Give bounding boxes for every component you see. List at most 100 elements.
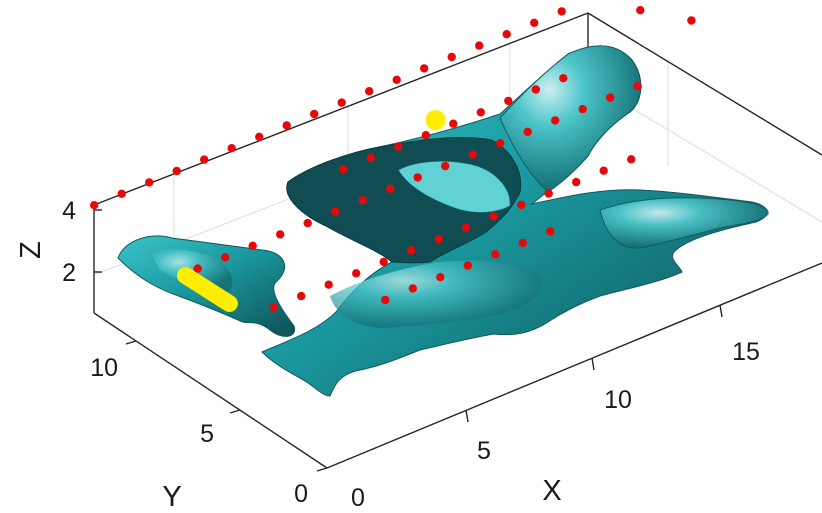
scatter-point: [420, 64, 429, 73]
scatter-point: [339, 165, 348, 174]
scatter-point: [358, 196, 367, 205]
scatter-point: [248, 241, 257, 250]
scatter-point: [434, 234, 443, 244]
y-tick-label: 10: [90, 354, 118, 382]
scatter-point: [392, 75, 401, 85]
scatter-point: [310, 109, 319, 119]
x-ticks: 0 5 10 15: [351, 338, 760, 512]
scatter-point: [352, 269, 361, 278]
tick-mark: [125, 340, 137, 345]
highlight-dot-marker: [425, 110, 446, 130]
scatter-point: [599, 166, 608, 175]
isosurface-pocket: [397, 160, 511, 214]
z-axis-title: Z: [15, 241, 47, 259]
scatter-point: [276, 230, 285, 239]
z-tick-label: 4: [62, 197, 76, 225]
scatter-point: [337, 98, 346, 107]
scatter-point: [407, 246, 416, 255]
scatter-point: [530, 18, 539, 27]
scatter-point: [633, 82, 642, 91]
tick-mark: [719, 304, 723, 318]
scatter-point: [636, 6, 645, 15]
scatter-point: [379, 257, 388, 267]
scatter-point: [365, 87, 374, 96]
scatter-point: [489, 212, 498, 221]
scatter-point: [172, 166, 181, 176]
highlight-capsule-marker: [176, 267, 238, 312]
scatter-point: [381, 295, 390, 305]
scatter-point: [531, 85, 540, 94]
y-axis-title: Y: [162, 481, 181, 513]
scatter-point: [324, 280, 333, 289]
scatter-point: [421, 131, 430, 140]
scatter-points: [90, 6, 696, 312]
scatter-point: [551, 116, 560, 125]
scatter-point: [517, 200, 526, 210]
tick-mark: [465, 409, 469, 423]
isosurface-right-tail: [599, 197, 769, 249]
scatter-point: [578, 104, 587, 114]
isosurface-group: [117, 45, 769, 397]
scatter-point: [366, 153, 375, 163]
tick-mark: [316, 467, 328, 472]
axis-edge-right-top: [587, 12, 822, 156]
scatter-point: [476, 108, 485, 117]
scatter-point: [436, 272, 445, 282]
scatter-point: [606, 93, 615, 102]
isosurface-main-highlight: [330, 260, 542, 328]
scatter-point: [413, 173, 422, 182]
scatter-point: [463, 261, 472, 270]
z-ticks: 4 2: [62, 197, 76, 287]
x-tick-label: 15: [732, 338, 760, 366]
scatter-point: [475, 41, 484, 50]
scatter-point: [546, 227, 555, 236]
scatter-point: [331, 207, 340, 216]
scatter-point: [408, 284, 417, 293]
scatter-point: [200, 155, 209, 164]
scatter-point: [447, 52, 456, 62]
scatter-point: [491, 250, 500, 259]
axis-edge-x-front: [326, 262, 822, 469]
scatter-point: [687, 16, 696, 25]
scatter-point: [504, 96, 513, 106]
highlight-markers: [176, 110, 446, 312]
y-tick-label: 5: [200, 420, 214, 448]
z-tick-label: 2: [62, 259, 76, 287]
x-tick-label: 10: [604, 386, 632, 414]
scatter-point: [627, 155, 636, 164]
scatter-point: [502, 30, 511, 39]
y-ticks: 10 5 0: [90, 354, 308, 508]
axis-edge-y-front: [93, 312, 328, 469]
scatter-point: [559, 74, 568, 83]
scatter-point: [441, 161, 450, 171]
scatter-point: [572, 177, 581, 187]
scatter-point: [462, 223, 471, 232]
scatter-point: [386, 184, 395, 193]
scatter-point: [227, 144, 236, 153]
y-tick-label: 0: [294, 480, 308, 508]
scatter-point: [394, 142, 403, 151]
x-tick-label: 0: [351, 484, 365, 512]
scatter-point: [523, 127, 532, 136]
scatter-point: [496, 139, 505, 148]
scatter-point: [269, 303, 278, 312]
scatter-point: [518, 238, 527, 248]
scatter-point: [255, 132, 264, 141]
scatter-point: [193, 264, 202, 273]
scatter-point: [557, 7, 566, 16]
scatter-point: [303, 218, 312, 228]
scatter-point: [544, 189, 553, 198]
tick-mark: [229, 409, 241, 414]
scatter-point: [221, 253, 230, 262]
scatter-point: [90, 201, 99, 210]
scatter-point: [282, 121, 291, 130]
scatter-point: [145, 178, 154, 187]
x-axis-title: X: [542, 475, 561, 507]
scatter-point: [297, 291, 306, 301]
x-tick-label: 5: [477, 437, 491, 465]
scatter-point: [468, 150, 477, 159]
scatter-point: [117, 189, 126, 198]
tick-mark: [591, 357, 595, 371]
scatter-point: [449, 119, 458, 128]
